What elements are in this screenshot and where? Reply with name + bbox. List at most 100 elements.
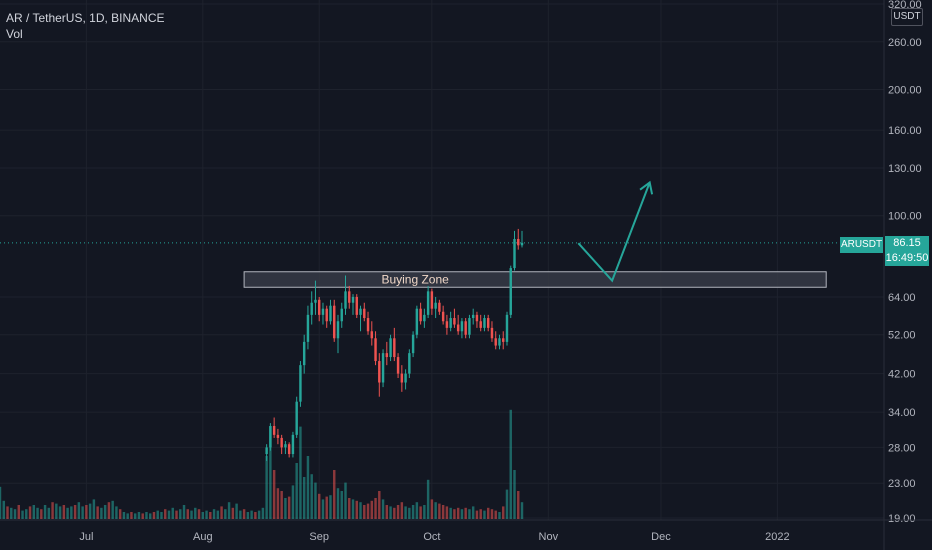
candle-body [445,321,449,328]
volume-bar [194,507,197,519]
candle-body [366,318,370,332]
y-tick-label: 19.00 [888,513,916,525]
volume-bar [269,426,272,519]
y-tick-label: 52.00 [888,330,916,342]
volume-bar [231,507,235,519]
volume-bar [505,489,509,519]
candle-body [520,242,524,246]
candle-body [486,318,490,328]
y-tick-label: 130.00 [888,163,922,175]
volume-bar [359,502,362,519]
candle-body [310,302,313,315]
volume-bar [118,509,122,519]
volume-bar [351,499,355,519]
volume-bar [103,505,107,519]
volume-bar [336,488,340,519]
y-tick-label: 320.00 [888,0,922,11]
volume-bar [333,470,336,519]
candle-body [423,314,426,322]
bar-countdown: 16:49:50 [885,252,929,264]
candle-body [415,308,419,335]
projection-path[interactable] [577,182,651,283]
volume-bar [370,500,374,519]
volume-bar [25,509,28,519]
candle-body [336,321,340,339]
volume-bar [107,502,111,519]
volume-bar [464,507,467,519]
volume-bar [242,509,246,519]
volume-bar [13,509,17,519]
projection-arrowhead [639,180,654,195]
candle-body [471,314,475,319]
candle-body [306,314,310,342]
candle-body [453,318,456,325]
volume-bar [205,510,208,519]
volume-bar [415,502,419,519]
volume-bar [284,498,287,519]
volume-bar [216,510,220,519]
candle-body [314,299,317,303]
volume-bar [329,495,332,519]
buying-zone-rectangle[interactable] [243,271,827,288]
volume-bar [156,510,159,519]
candle-body [468,318,471,335]
volume-bar [411,505,415,519]
volume-bar [126,513,129,519]
volume-bar [257,510,261,519]
volume-bar [449,507,452,519]
volume-bar [77,502,81,519]
volume-bar [366,503,370,519]
candle-body [513,238,516,269]
volume-bar [295,463,298,519]
candle-body [321,308,325,315]
volume-bar [133,513,137,519]
y-tick-label: 64.00 [888,292,916,304]
volume-bar [280,491,283,519]
volume-bar [148,513,152,519]
candle-body [340,308,343,322]
candle-body [363,308,366,319]
volume-bar [363,505,366,519]
currency-unit-badge[interactable]: USDT [891,8,923,26]
volume-bar [517,491,520,519]
candle-body [378,361,381,383]
volume-bar [137,512,141,519]
candle-body [329,305,332,322]
volume-bar [494,510,497,519]
volume-bar [254,512,257,519]
y-tick-label: 42.00 [888,369,916,381]
candle-body [287,444,291,455]
volume-bar [453,509,456,519]
volume-bar [201,512,205,519]
candle-body [276,434,280,438]
volume-bar [167,510,171,519]
volume-bar [276,488,280,519]
volume-bar [385,505,389,519]
candle-body [426,291,430,315]
candle-body [284,444,287,448]
volume-bar [122,512,126,519]
volume-bar [381,499,385,519]
volume-bar [197,509,201,519]
volume-bar [509,409,512,519]
y-tick-label: 260.00 [888,37,922,49]
candle-body [502,338,505,342]
volume-bar [6,506,9,519]
candle-body [494,338,497,346]
volume-bar [344,482,347,519]
y-tick-label: 34.00 [888,407,916,419]
candle-body [404,373,407,383]
volume-bar [419,506,422,519]
volume-bar [438,503,441,519]
volume-bar [0,486,2,519]
candle-body [389,338,392,358]
volume-bar [426,479,430,519]
volume-bar [171,507,174,519]
volume-bar [28,506,32,519]
volume-bar [73,505,77,519]
symbol-price-label: ARUSDT [840,237,883,253]
volume-bar [340,491,343,519]
volume-bar [408,507,411,519]
volume-bar [182,505,186,519]
